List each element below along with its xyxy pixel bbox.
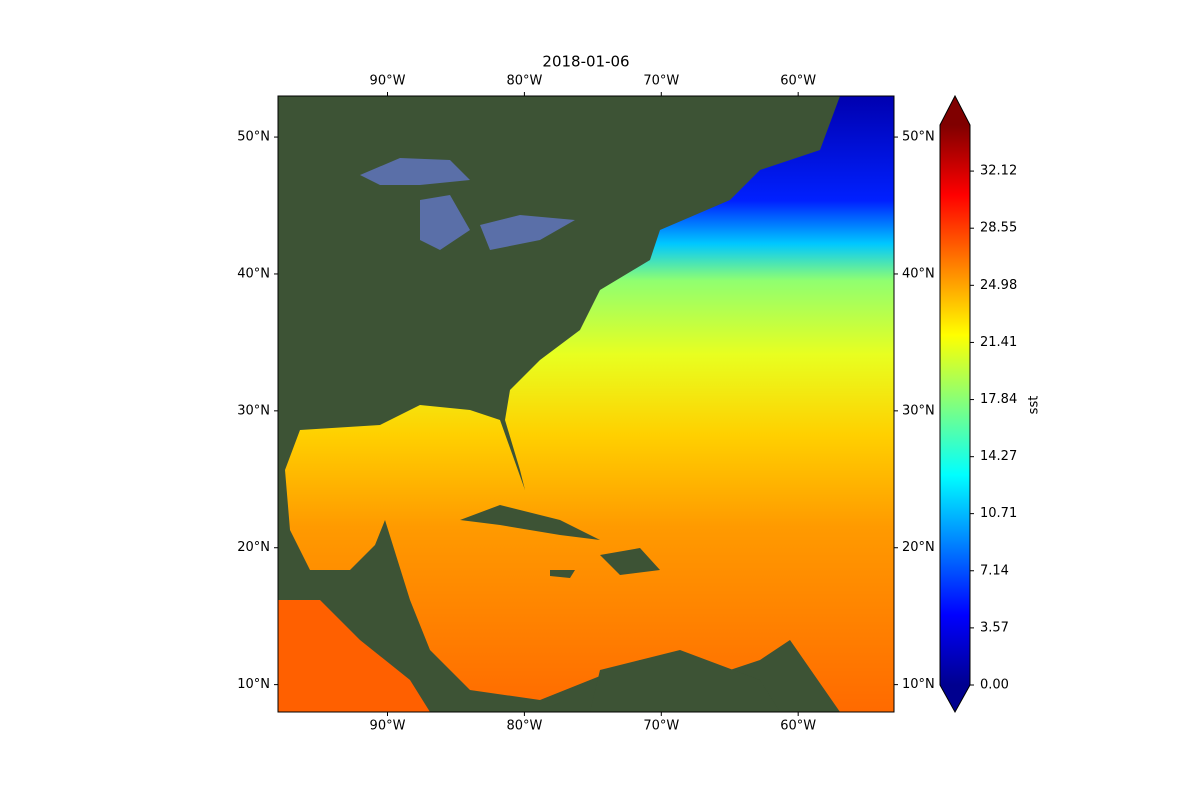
colorbar-tick-label: 24.98 xyxy=(980,278,1017,293)
x-tick-label: 70°W xyxy=(643,719,679,734)
y-tick-label: 10°N xyxy=(237,677,270,692)
y-tick-label: 20°N xyxy=(237,540,270,555)
y-tick-label: 30°N xyxy=(902,403,935,418)
colorbar-label: sst xyxy=(1027,396,1042,415)
x-tick-label: 60°W xyxy=(780,719,816,734)
x-tick-label: 60°W xyxy=(780,74,816,89)
colorbar-tick-label: 7.14 xyxy=(980,563,1009,578)
x-tick-label: 90°W xyxy=(370,74,406,89)
x-tick-label: 90°W xyxy=(370,719,406,734)
map-title: 2018-01-06 xyxy=(542,53,629,71)
map-frame xyxy=(277,95,895,713)
colorbar-tick-label: 28.55 xyxy=(980,221,1017,236)
y-tick-label: 20°N xyxy=(902,540,935,555)
y-tick-label: 30°N xyxy=(237,403,270,418)
y-tick-label: 50°N xyxy=(237,130,270,145)
colorbar-tick-label: 17.84 xyxy=(980,392,1017,407)
colorbar-tick-label: 3.57 xyxy=(980,620,1009,635)
x-tick-label: 80°W xyxy=(506,719,542,734)
x-tick-label: 70°W xyxy=(643,74,679,89)
y-tick-label: 40°N xyxy=(902,266,935,281)
colorbar xyxy=(939,94,971,714)
y-tick-label: 10°N xyxy=(902,677,935,692)
y-tick-label: 50°N xyxy=(902,130,935,145)
x-tick-label: 80°W xyxy=(506,74,542,89)
map-image xyxy=(278,96,894,712)
colorbar-tick-label: 14.27 xyxy=(980,449,1017,464)
colorbar-tick-label: 21.41 xyxy=(980,335,1017,350)
colorbar-tick-label: 32.12 xyxy=(980,164,1017,179)
y-tick-label: 40°N xyxy=(237,266,270,281)
colorbar-tick-label: 0.00 xyxy=(980,678,1009,693)
colorbar-tick-label: 10.71 xyxy=(980,506,1017,521)
